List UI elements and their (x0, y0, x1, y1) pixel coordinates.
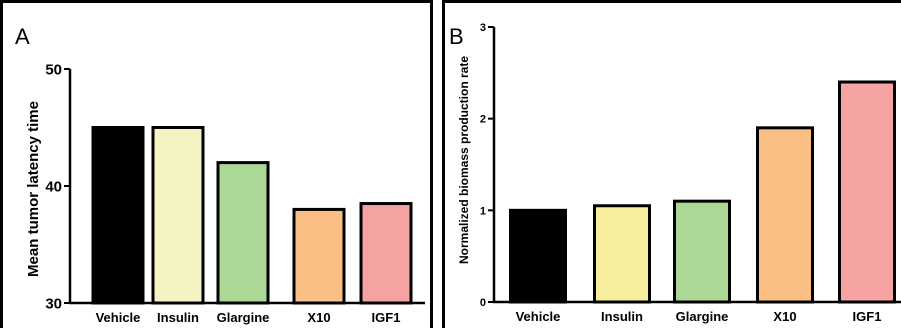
panel-b-bar-insulin (593, 204, 651, 304)
panel-a-category-label: Insulin (157, 310, 199, 325)
panel-a-y-tick-label: 40 (45, 178, 62, 195)
panel-a-bar-insulin (151, 126, 205, 305)
panel-b-y-tick-label: 2 (480, 114, 486, 126)
panel-b-category-label: Vehicle (516, 309, 561, 324)
panel-a-y-tick-label: 50 (45, 61, 62, 78)
panel-b-ylabel: Normalized biomass production rate (457, 56, 471, 264)
panel-a-bar-igf1 (359, 202, 413, 305)
panel-b-bar-igf1 (838, 80, 896, 304)
panel-b-category-labels: Vehicle Insulin Glargine X10 IGF1 (516, 309, 882, 324)
panel-b-bar-glargine (673, 199, 731, 304)
panel-a-bar-glargine (216, 161, 270, 305)
panel-a-bar-x10 (292, 207, 346, 305)
panel-b-bars (509, 80, 896, 304)
panel-a-category-label: Glargine (217, 310, 270, 325)
panel-a-y-tick-label: 30 (45, 295, 62, 312)
panel-b-y-tick-label: 0 (480, 297, 486, 309)
panel-a-y-ticks: 30 40 50 (45, 61, 70, 312)
panel-b-y-tick-label: 3 (480, 22, 486, 34)
panel-a-bar-vehicle (91, 126, 145, 305)
panel-b-category-label: IGF1 (853, 309, 882, 324)
panel-b-y-tick-label: 1 (480, 205, 486, 217)
panel-a-ylabel: Mean tumor latency time (25, 101, 42, 277)
panel-a: A Mean tumor latency time 30 40 50 Vehicle… (0, 0, 433, 328)
panel-a-category-label: IGF1 (372, 310, 401, 325)
panel-b: B Normalized biomass production rate 0 1 2… (442, 0, 901, 328)
panel-b-y-ticks: 0 1 2 3 (480, 22, 494, 309)
panel-b-category-label: X10 (773, 309, 796, 324)
panel-b-bar-x10 (756, 126, 814, 304)
panel-b-bar-vehicle (509, 208, 567, 304)
panel-b-letter: B (449, 24, 464, 49)
panel-a-bars (91, 126, 413, 305)
panel-b-category-label: Glargine (676, 309, 729, 324)
panel-a-category-label: Vehicle (96, 310, 141, 325)
panel-a-letter: A (15, 24, 30, 49)
panel-b-category-label: Insulin (601, 309, 643, 324)
panel-a-category-label: X10 (307, 310, 330, 325)
panel-a-category-labels: Vehicle Insulin Glargine X10 IGF1 (96, 310, 401, 325)
